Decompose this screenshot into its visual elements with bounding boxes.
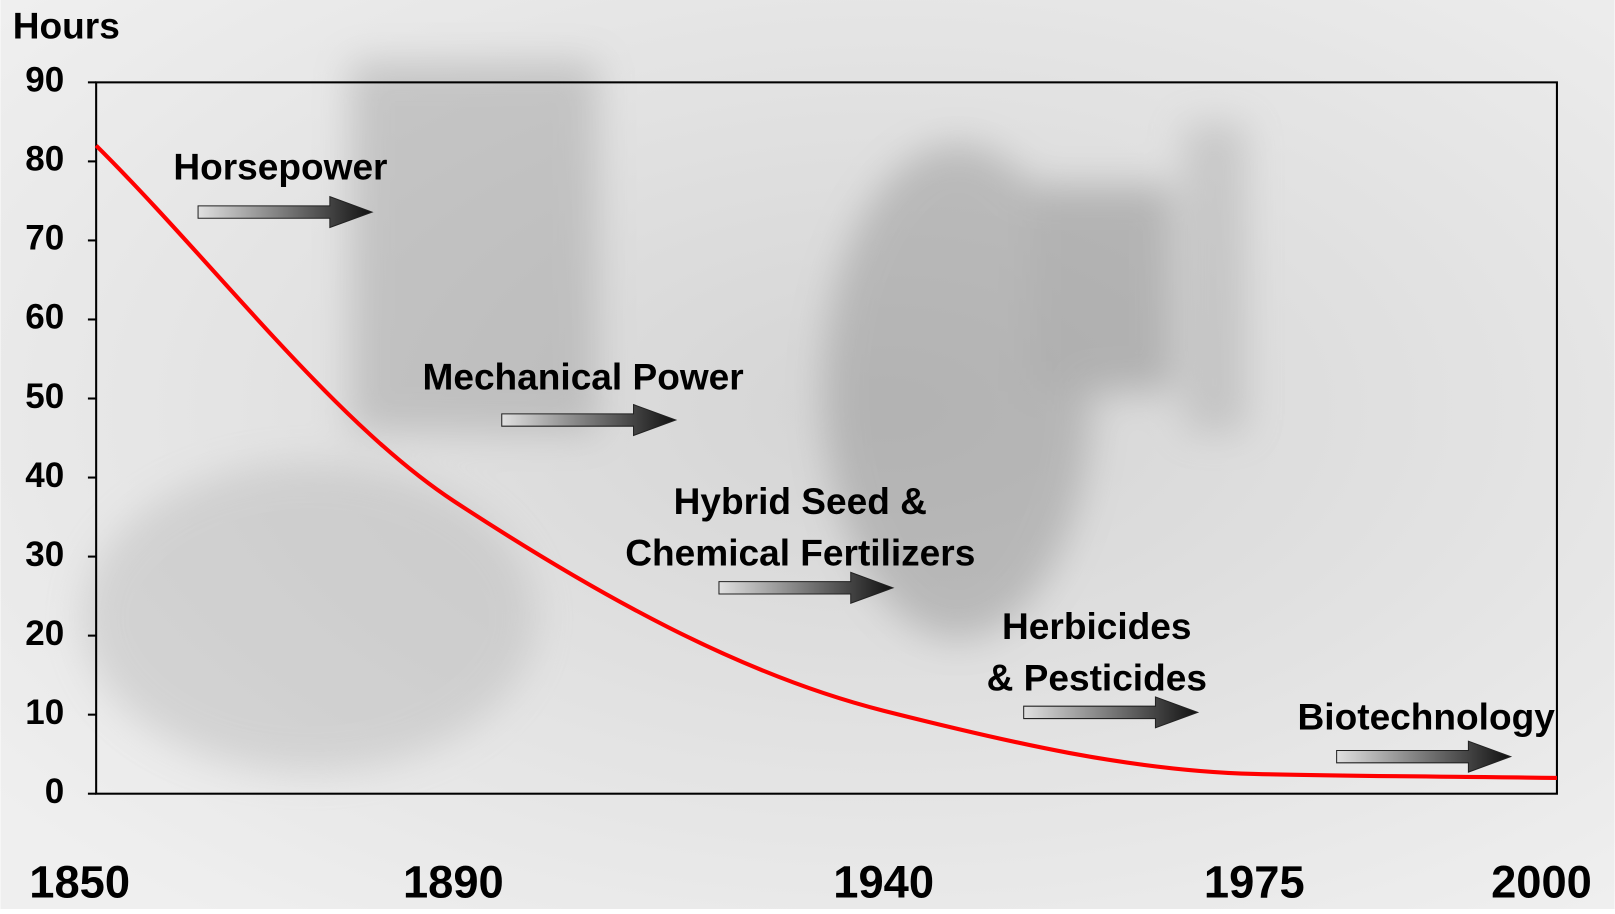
x-tick-label: 1975 xyxy=(1204,856,1305,907)
y-tick-label: 0 xyxy=(45,772,64,811)
annotation: Herbicides xyxy=(1002,605,1191,647)
annotation: Hybrid Seed & xyxy=(674,480,927,522)
annotation: & Pesticides xyxy=(987,656,1207,698)
x-tick-label: 2000 xyxy=(1491,856,1592,907)
y-tick-label: 20 xyxy=(25,614,64,653)
y-tick-label: 80 xyxy=(25,140,64,179)
annotation: Horsepower xyxy=(173,146,387,188)
y-tick-label: 60 xyxy=(25,298,64,337)
y-tick-label: 10 xyxy=(25,693,64,732)
annotation: Biotechnology xyxy=(1298,695,1556,737)
annotation: Chemical Fertilizers xyxy=(625,532,975,574)
y-tick-label: 30 xyxy=(25,535,64,574)
x-tick-label: 1940 xyxy=(833,856,934,907)
x-tick-label: 1890 xyxy=(403,856,504,907)
chart: Hours 0 10 20 30 40 50 60 70 80 90 1850 1890 1940 197… xyxy=(0,0,1615,909)
x-tick-label: 1850 xyxy=(29,856,130,907)
y-axis-label: Hours xyxy=(13,5,120,47)
y-tick-label: 40 xyxy=(25,456,64,495)
annotation: Mechanical Power xyxy=(422,356,743,398)
y-tick-label: 90 xyxy=(25,61,64,100)
background xyxy=(0,0,1614,909)
y-tick-label: 70 xyxy=(25,219,64,258)
y-tick-label: 50 xyxy=(25,377,64,416)
